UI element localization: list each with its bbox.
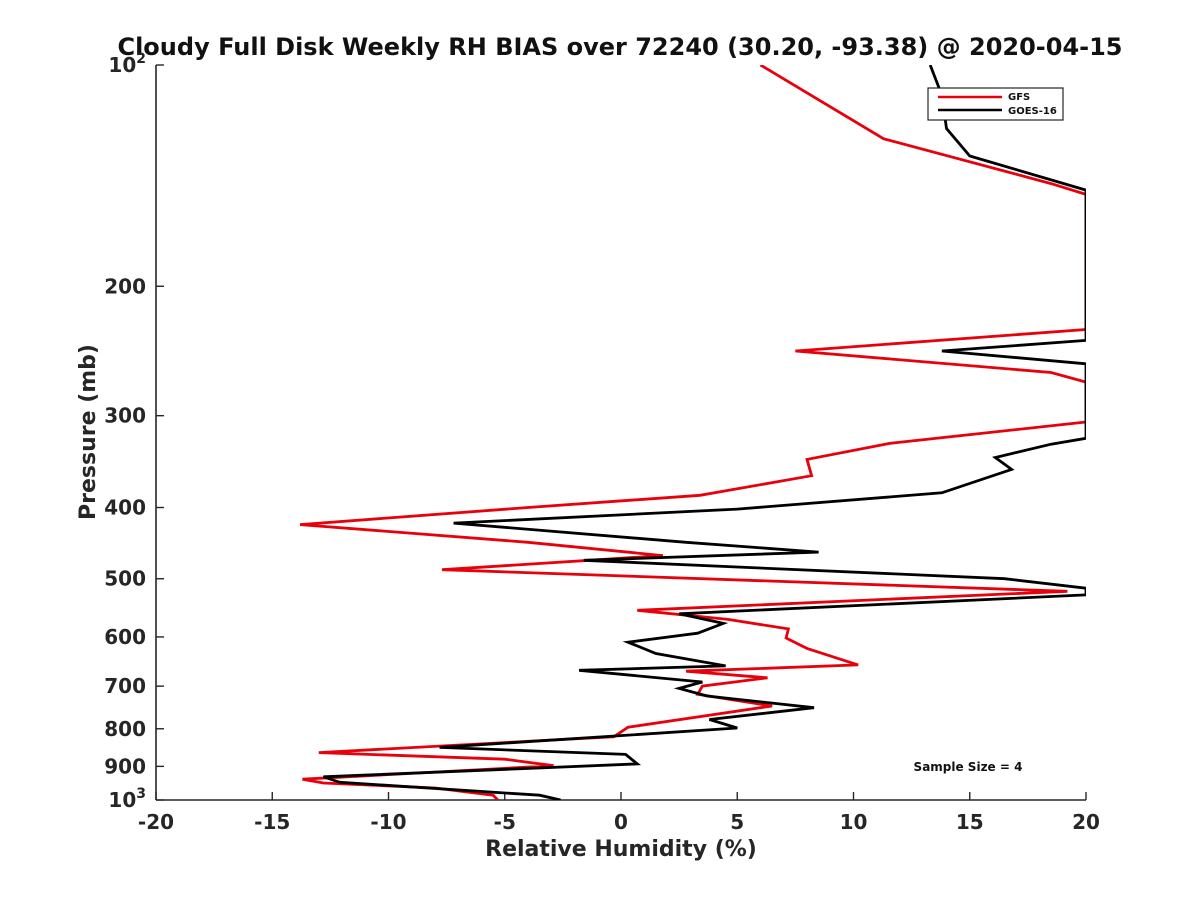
x-tick-label: -5: [494, 810, 516, 834]
legend-label-gfs: GFS: [1008, 92, 1030, 103]
y-tick-label: 900: [104, 754, 146, 778]
x-tick-label: -15: [254, 810, 290, 834]
x-axis-label: Relative Humidity (%): [485, 837, 757, 862]
y-tick-label: 103: [108, 786, 146, 812]
axes: [155, 65, 1086, 801]
x-tick-label: -20: [138, 810, 174, 834]
legend-label-goes16: GOES-16: [1008, 106, 1057, 117]
y-tick-label: 700: [104, 674, 146, 698]
x-tick-label: 15: [956, 810, 984, 834]
x-tick-label: 20: [1072, 810, 1100, 834]
series-line-gfs: [299, 65, 1086, 800]
legend-box: [927, 87, 1064, 121]
x-tick-label: 5: [730, 810, 744, 834]
y-tick-label: 400: [104, 496, 146, 520]
series-line-goes16: [322, 65, 1086, 800]
y-axis-label: Pressure (mb): [76, 344, 101, 520]
legend: GFS GOES-16: [927, 87, 1064, 121]
x-tick-label: 10: [840, 810, 868, 834]
y-tick-label: 500: [104, 567, 146, 591]
chart-title: Cloudy Full Disk Weekly RH BIAS over 722…: [117, 33, 1122, 61]
y-ticks: 102 200 300 400 500 600 700 800 900 103: [104, 51, 164, 812]
x-ticks: -20 -15 -10 -5 0 5 10 15 20: [138, 792, 1100, 834]
y-tick-label: 200: [104, 274, 146, 298]
x-tick-label: 0: [614, 810, 628, 834]
sample-size-annotation: Sample Size = 4: [914, 760, 1023, 774]
y-tick-label: 300: [104, 404, 146, 428]
y-tick-label: 800: [104, 717, 146, 741]
y-tick-label: 600: [104, 625, 146, 649]
y-tick-label: 102: [108, 51, 146, 77]
series-lines: [299, 65, 1086, 800]
x-tick-label: -10: [370, 810, 406, 834]
